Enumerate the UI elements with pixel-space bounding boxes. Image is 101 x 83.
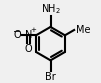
Text: O: O	[25, 44, 32, 54]
Text: O: O	[13, 30, 21, 40]
Text: N: N	[25, 30, 32, 40]
Text: −: −	[13, 27, 21, 37]
Text: Br: Br	[45, 72, 56, 82]
Text: +: +	[30, 27, 36, 33]
Text: Me: Me	[76, 25, 90, 35]
Text: NH$_2$: NH$_2$	[41, 2, 60, 16]
